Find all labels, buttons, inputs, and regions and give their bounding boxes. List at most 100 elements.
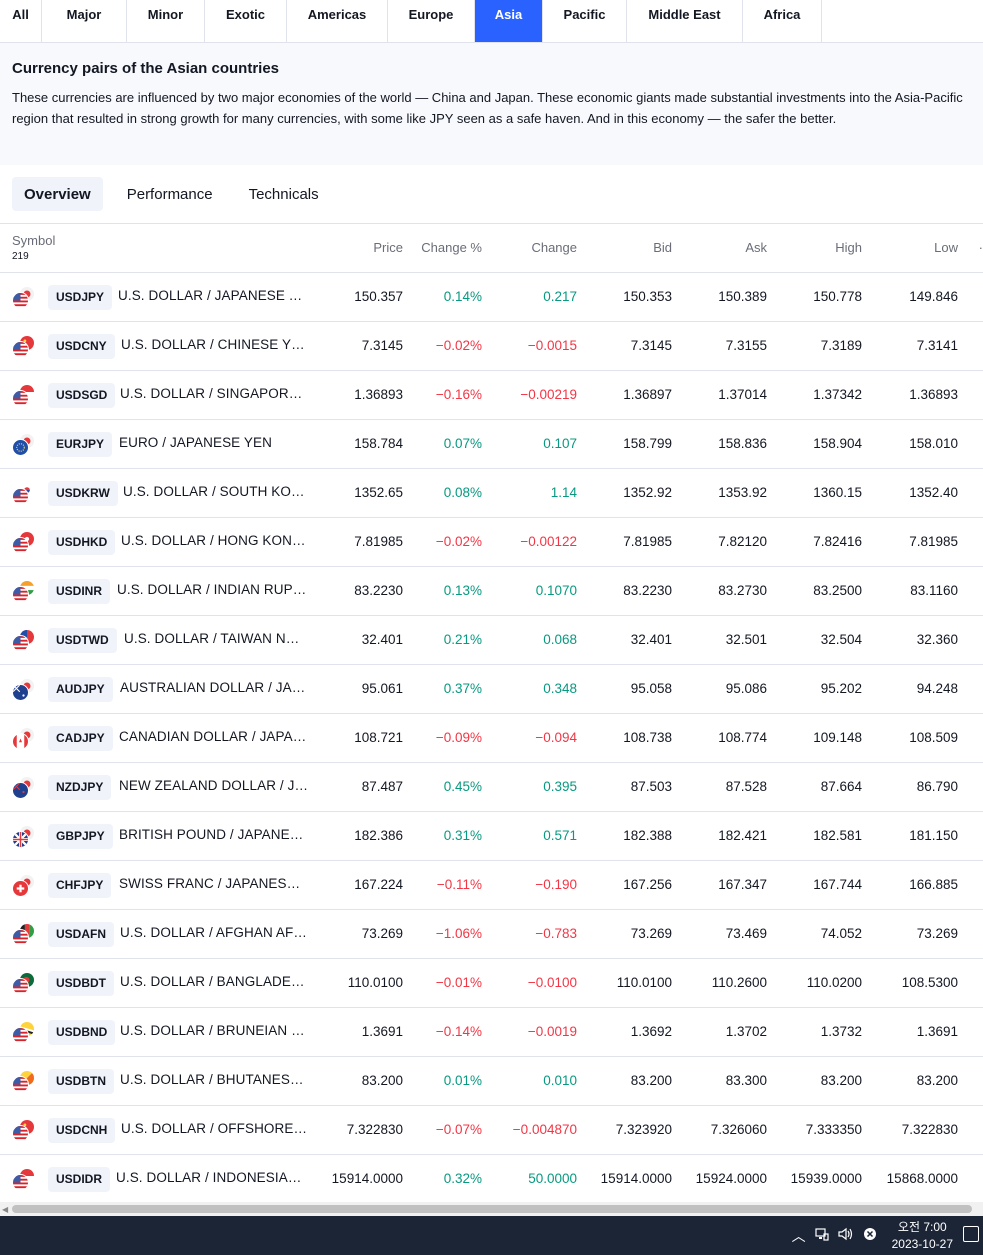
- symbol-ticker[interactable]: USDHKD: [48, 530, 116, 555]
- bid-cell: 150.353: [623, 289, 672, 304]
- table-row[interactable]: CHFJPY SWISS FRANC / JAPANESE YEN 167.22…: [0, 861, 983, 910]
- header-change[interactable]: Change: [531, 240, 577, 255]
- table-row[interactable]: EURJPY EURO / JAPANESE YEN 158.784 0.07%…: [0, 420, 983, 469]
- header-symbol[interactable]: Symbol: [12, 233, 56, 248]
- price-cell: 83.2230: [354, 583, 403, 598]
- symbol-ticker[interactable]: USDJPY: [48, 285, 113, 310]
- table-row[interactable]: USDBND U.S. DOLLAR / BRUNEIAN D... 1.369…: [0, 1008, 983, 1057]
- symbol-ticker[interactable]: CHFJPY: [48, 873, 112, 898]
- flag-us-icon: [12, 635, 29, 652]
- symbol-ticker[interactable]: GBPJPY: [48, 824, 113, 849]
- tab-major[interactable]: Major: [42, 0, 127, 42]
- scroll-left-arrow-icon[interactable]: ◀: [2, 1205, 9, 1214]
- symbol-ticker[interactable]: EURJPY: [48, 432, 113, 457]
- tab-performance[interactable]: Performance: [126, 185, 213, 203]
- header-bid[interactable]: Bid: [653, 240, 672, 255]
- change-cell: −0.0100: [527, 975, 577, 990]
- symbol-ticker[interactable]: USDINR: [48, 579, 111, 604]
- table-row[interactable]: USDCNH U.S. DOLLAR / OFFSHORE C... 7.322…: [0, 1106, 983, 1155]
- table-row[interactable]: USDTWD U.S. DOLLAR / TAIWAN NEW... 32.40…: [0, 616, 983, 665]
- change-pct-cell: 0.14%: [443, 289, 482, 304]
- price-cell: 110.0100: [347, 975, 403, 990]
- high-cell: 109.148: [813, 730, 862, 745]
- table-row[interactable]: USDHKD U.S. DOLLAR / HONG KONG ... 7.819…: [0, 518, 983, 567]
- header-low[interactable]: Low: [934, 240, 958, 255]
- clock[interactable]: 오전 7:00 2023-10-27: [892, 1219, 953, 1253]
- close-circle-icon[interactable]: [863, 1227, 877, 1244]
- tab-africa[interactable]: Africa: [743, 0, 822, 42]
- symbol-description: BRITISH POUND / JAPANESE ...: [119, 827, 308, 842]
- table-row[interactable]: USDKRW U.S. DOLLAR / SOUTH KORE... 1352.…: [0, 469, 983, 518]
- low-cell: 7.3141: [916, 338, 958, 353]
- table-row[interactable]: NZDJPY NEW ZEALAND DOLLAR / JA... 87.487…: [0, 763, 983, 812]
- symbol-ticker[interactable]: USDIDR: [48, 1167, 111, 1192]
- change-cell: −0.0019: [527, 1024, 577, 1039]
- price-cell: 7.81985: [354, 534, 403, 549]
- table-row[interactable]: USDINR U.S. DOLLAR / INDIAN RUPEE 83.223…: [0, 567, 983, 616]
- symbol-ticker[interactable]: USDCNH: [48, 1118, 116, 1143]
- table-row[interactable]: USDBDT U.S. DOLLAR / BANGLADESH... 110.0…: [0, 959, 983, 1008]
- high-cell: 167.744: [813, 877, 862, 892]
- symbol-ticker[interactable]: USDSGD: [48, 383, 116, 408]
- bid-cell: 32.401: [630, 632, 672, 647]
- table-row[interactable]: USDIDR U.S. DOLLAR / INDONESIAN ... 1591…: [0, 1155, 983, 1204]
- tab-minor[interactable]: Minor: [127, 0, 205, 42]
- table-row[interactable]: USDSGD U.S. DOLLAR / SINGAPORE D... 1.36…: [0, 371, 983, 420]
- ask-cell: 32.501: [725, 632, 767, 647]
- tab-asia[interactable]: Asia: [475, 0, 543, 42]
- header-high[interactable]: High: [835, 240, 862, 255]
- symbol-ticker[interactable]: NZDJPY: [48, 775, 112, 800]
- symbol-ticker[interactable]: USDBDT: [48, 971, 114, 996]
- header-change-pct[interactable]: Change %: [421, 240, 482, 255]
- tab-europe[interactable]: Europe: [388, 0, 475, 42]
- more-columns-indicator: ·: [978, 240, 983, 255]
- tab-americas[interactable]: Americas: [287, 0, 388, 42]
- symbol-ticker[interactable]: USDKRW: [48, 481, 118, 506]
- header-price[interactable]: Price: [373, 240, 403, 255]
- high-cell: 87.664: [820, 779, 862, 794]
- symbol-ticker[interactable]: AUDJPY: [48, 677, 113, 702]
- currency-flag-icon: [12, 581, 34, 603]
- notification-icon[interactable]: [963, 1226, 979, 1242]
- network-icon[interactable]: [815, 1227, 829, 1244]
- flag-us-icon: [12, 1027, 29, 1044]
- table-row[interactable]: GBPJPY BRITISH POUND / JAPANESE ... 182.…: [0, 812, 983, 861]
- tab-all[interactable]: All: [0, 0, 42, 42]
- tab-exotic[interactable]: Exotic: [205, 0, 287, 42]
- table-row[interactable]: USDAFN U.S. DOLLAR / AFGHAN AFG... 73.26…: [0, 910, 983, 959]
- table-row[interactable]: CADJPY CANADIAN DOLLAR / JAPANE... 108.7…: [0, 714, 983, 763]
- change-cell: 0.068: [543, 632, 577, 647]
- header-ask[interactable]: Ask: [745, 240, 767, 255]
- symbol-ticker[interactable]: USDBTN: [48, 1069, 114, 1094]
- tab-pacific[interactable]: Pacific: [543, 0, 627, 42]
- horizontal-scrollbar[interactable]: ◀: [0, 1202, 983, 1216]
- chevron-up-icon[interactable]: ︿: [791, 1227, 806, 1244]
- high-cell: 32.504: [820, 632, 862, 647]
- symbol-ticker[interactable]: CADJPY: [48, 726, 113, 751]
- tab-technicals[interactable]: Technicals: [248, 185, 319, 203]
- high-cell: 83.200: [820, 1073, 862, 1088]
- price-cell: 7.3145: [361, 338, 403, 353]
- volume-icon[interactable]: [838, 1227, 854, 1244]
- symbol-ticker[interactable]: USDAFN: [48, 922, 114, 947]
- table-row[interactable]: USDCNY U.S. DOLLAR / CHINESE YUAN 7.3145…: [0, 322, 983, 371]
- ask-cell: 158.836: [718, 436, 767, 451]
- tab-overview[interactable]: Overview: [12, 177, 103, 211]
- scrollbar-thumb[interactable]: [12, 1205, 972, 1213]
- symbol-ticker[interactable]: USDCNY: [48, 334, 115, 359]
- table-row[interactable]: USDBTN U.S. DOLLAR / BHUTANESE ... 83.20…: [0, 1057, 983, 1106]
- table-row[interactable]: AUDJPY AUSTRALIAN DOLLAR / JAPA... 95.06…: [0, 665, 983, 714]
- tab-middle-east[interactable]: Middle East: [627, 0, 743, 42]
- currency-flag-icon: [12, 924, 34, 946]
- flag-nz-icon: [12, 782, 29, 799]
- price-cell: 150.357: [354, 289, 403, 304]
- price-cell: 87.487: [361, 779, 403, 794]
- symbol-ticker[interactable]: USDBND: [48, 1020, 116, 1045]
- clock-date: 2023-10-27: [891, 1236, 953, 1251]
- symbol-ticker[interactable]: USDTWD: [48, 628, 117, 653]
- table-row[interactable]: USDJPY U.S. DOLLAR / JAPANESE YEN 150.35…: [0, 273, 983, 322]
- high-cell: 110.0200: [806, 975, 862, 990]
- low-cell: 181.150: [909, 828, 958, 843]
- ask-cell: 1.37014: [718, 387, 767, 402]
- high-cell: 74.052: [820, 926, 862, 941]
